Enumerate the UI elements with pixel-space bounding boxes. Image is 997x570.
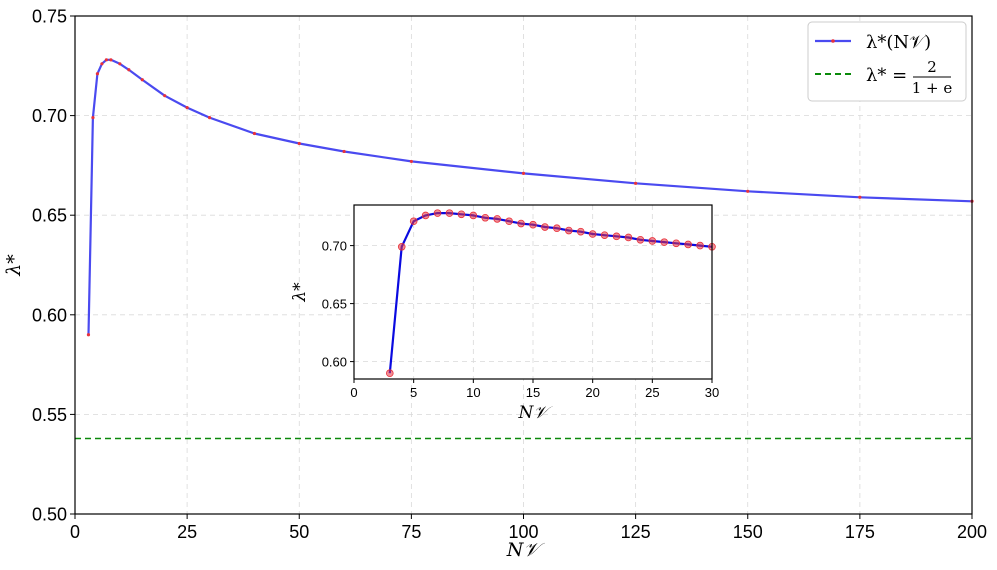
inset-data-point (445, 209, 454, 217)
inset-data-point (457, 210, 466, 219)
legend-label-reference-denominator: 1 + e (912, 79, 953, 97)
inset-data-point (469, 211, 478, 220)
main-ticks: 0 25 50 75 100 125 150 175 2000.500.550.600.650.… (32, 6, 987, 542)
inset-data-point (696, 241, 704, 250)
main-x-tick-label: 25 (177, 522, 197, 542)
main-data-point (746, 189, 750, 193)
inset-x-tick-label: 5 (410, 385, 417, 400)
inset-data-point (421, 211, 430, 220)
main-data-point (163, 94, 167, 98)
inset-data-point (433, 209, 442, 217)
main-data-point (252, 131, 256, 136)
main-y-tick-label: 0.55 (32, 405, 67, 425)
legend-label-reference-numerator: 2 (927, 58, 937, 76)
inset-data-point (576, 227, 585, 236)
main-data-point (91, 115, 95, 120)
main-data-point (207, 115, 212, 120)
main-data-point (118, 62, 122, 66)
main-x-axis-label: N𝒱 (506, 539, 546, 561)
main-data-point (140, 78, 144, 82)
inset-data-point (600, 231, 609, 239)
legend: λ*(N𝒱) λ* = 2 1 + e (807, 21, 967, 102)
main-data-point (100, 62, 104, 66)
main-data-point (185, 106, 189, 110)
main-data-point (127, 68, 131, 72)
inset-data-point (409, 217, 418, 226)
inset-x-tick-label: 25 (645, 385, 659, 400)
inset-y-tick-label: 0.70 (322, 238, 347, 253)
main-x-tick-label: 0 (70, 522, 80, 542)
inset-data-point (553, 224, 561, 233)
legend-label-lambda-curve: λ*(N𝒱) (866, 32, 931, 53)
inset-x-tick-label: 10 (466, 385, 480, 400)
inset-data-point (636, 236, 645, 244)
inset-data-point (385, 369, 394, 378)
inset-data-point (648, 237, 657, 245)
inset-data-point (672, 239, 680, 248)
main-data-point (634, 181, 638, 185)
main-data-point (409, 159, 413, 164)
inset-data-point (684, 240, 692, 249)
main-x-tick-label: 125 (621, 522, 651, 542)
main-y-tick-label: 0.70 (32, 106, 67, 126)
inset-x-tick-label: 0 (350, 385, 357, 400)
legend-label-reference-lhs: λ* = (866, 65, 907, 86)
inset-x-axis-label: N𝒱 (517, 403, 553, 423)
inset-data-point (517, 219, 525, 228)
inset-y-axis-label: λ* (290, 282, 310, 303)
inset-chart: 0 5 10 15 20 25 30 0.60 0.65 0.70 N𝒱 λ* (290, 204, 720, 423)
inset-data-point (564, 226, 573, 235)
main-y-tick-label: 0.60 (32, 305, 67, 325)
inset-data-point (397, 242, 406, 251)
legend-marker-lambda-curve (831, 39, 835, 43)
main-x-tick-label: 50 (289, 522, 309, 542)
inset-data-point (493, 215, 502, 223)
inset-data-point (588, 230, 597, 238)
inset-y-tick-label: 0.60 (322, 354, 347, 369)
main-y-tick-label: 0.65 (32, 206, 67, 226)
main-x-tick-label: 100 (508, 522, 538, 542)
main-x-tick-label: 75 (401, 522, 421, 542)
inset-data-point (660, 238, 669, 246)
main-x-tick-label: 200 (957, 522, 987, 542)
inset-data-point (505, 217, 513, 226)
main-y-axis-label: λ* (3, 254, 25, 277)
inset-data-point (541, 223, 549, 231)
inset-series-line (388, 212, 713, 374)
inset-y-tick-label: 0.65 (322, 296, 347, 311)
main-series-group (86, 58, 974, 337)
inset-data-point (612, 232, 621, 241)
inset-series-group (385, 209, 716, 378)
inset-x-tick-label: 30 (705, 385, 719, 400)
main-data-point (521, 171, 526, 175)
inset-data-point (481, 213, 490, 222)
main-data-point (297, 141, 301, 146)
inset-data-point (624, 233, 633, 242)
main-x-tick-label: 150 (733, 522, 763, 542)
main-y-tick-label: 0.75 (32, 6, 67, 26)
inset-ticks: 0 5 10 15 20 25 30 0.60 0.65 0.70 (322, 238, 720, 400)
main-data-point (858, 195, 862, 199)
main-x-tick-label: 175 (845, 522, 875, 542)
main-y-tick-label: 0.50 (32, 504, 67, 524)
main-data-point (104, 58, 108, 62)
inset-x-tick-label: 15 (526, 385, 540, 400)
inset-x-tick-label: 20 (585, 385, 599, 400)
main-data-point (109, 58, 113, 62)
inset-data-point (529, 220, 537, 229)
main-data-point (342, 149, 346, 154)
main-data-point (86, 333, 91, 337)
main-data-point (95, 72, 100, 76)
